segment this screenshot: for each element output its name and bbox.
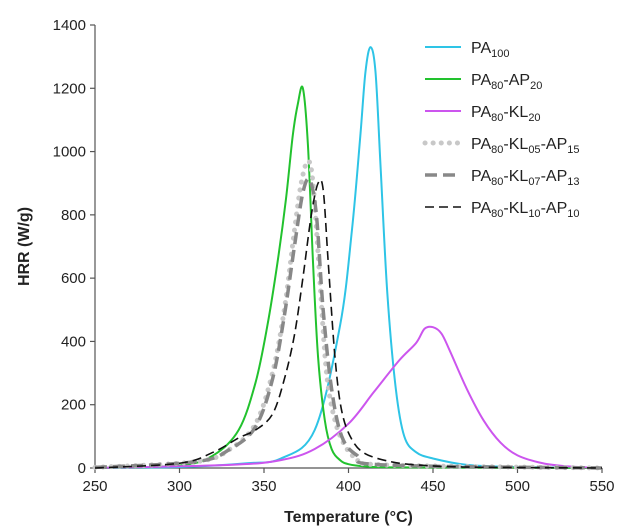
y-tick-label: 600 xyxy=(61,270,86,287)
series-line-5 xyxy=(94,177,603,470)
x-tick-label: 550 xyxy=(589,478,614,495)
legend-label: PA100 xyxy=(471,40,510,60)
legend-label-part: -KL xyxy=(503,136,528,153)
legend-label-part: PA xyxy=(471,168,491,185)
series-line-1 xyxy=(94,46,603,469)
legend-label-part: -AP xyxy=(541,200,568,217)
legend-label: PA80-AP20 xyxy=(471,72,542,92)
x-tick-label: 400 xyxy=(336,478,361,495)
legend-label-subscript: 13 xyxy=(567,176,579,188)
y-tick-label: 1400 xyxy=(53,17,86,34)
legend-label-part: -KL xyxy=(503,104,528,121)
series-layer xyxy=(92,46,605,471)
legend-label-part: -AP xyxy=(541,168,568,185)
y-tick-label: 1200 xyxy=(53,80,86,97)
legend-item: PA80-KL10-AP10 xyxy=(425,200,579,220)
legend-item: PA80-KL07-AP13 xyxy=(425,168,579,188)
legend-label-part: PA xyxy=(471,200,491,217)
legend-label-subscript: 10 xyxy=(567,208,579,220)
legend-label: PA80-KL20 xyxy=(471,104,541,124)
legend-label-subscript: 80 xyxy=(491,144,503,156)
legend-label-part: PA xyxy=(471,72,491,89)
y-tick-label: 200 xyxy=(61,397,86,414)
x-tick-label: 350 xyxy=(251,478,276,495)
legend-label-subscript: 20 xyxy=(528,112,540,124)
legend-label-subscript: 07 xyxy=(528,176,540,188)
legend-label-subscript: 05 xyxy=(528,144,540,156)
y-ticks: 0 200 400 600 800 1000 1200 1400 xyxy=(53,17,95,477)
legend-label-part: -KL xyxy=(503,200,528,217)
y-tick-label: 800 xyxy=(61,207,86,224)
axes xyxy=(94,25,602,469)
series-line-3 xyxy=(94,325,603,469)
legend-label-subscript: 15 xyxy=(567,144,579,156)
legend-item: PA80-KL05-AP15 xyxy=(422,136,579,156)
legend-label: PA80-KL05-AP15 xyxy=(471,136,579,156)
legend-label-part: PA xyxy=(471,40,491,57)
legend-item: PA80-KL20 xyxy=(425,104,541,124)
legend-label: PA80-KL10-AP10 xyxy=(471,200,579,220)
legend-label-subscript: 80 xyxy=(491,208,503,220)
legend-label-part: -AP xyxy=(503,72,530,89)
legend-label-subscript: 20 xyxy=(530,80,542,92)
series-line-6 xyxy=(94,179,603,469)
legend: PA100PA80-AP20PA80-KL20PA80-KL05-AP15PA8… xyxy=(422,40,579,220)
legend-label-subscript: 80 xyxy=(491,176,503,188)
legend-label-subscript: 80 xyxy=(491,112,503,124)
x-tick-label: 250 xyxy=(82,478,107,495)
x-tick-label: 500 xyxy=(505,478,530,495)
legend-label-part: PA xyxy=(471,136,491,153)
legend-label-part: -KL xyxy=(503,168,528,185)
legend-label-subscript: 80 xyxy=(491,80,503,92)
legend-label: PA80-KL07-AP13 xyxy=(471,168,579,188)
x-tick-label: 450 xyxy=(420,478,445,495)
y-tick-label: 0 xyxy=(78,460,86,477)
x-axis-title: Temperature (°C) xyxy=(284,509,413,526)
y-tick-label: 400 xyxy=(61,333,86,350)
legend-item: PA80-AP20 xyxy=(425,72,542,92)
legend-label-subscript: 100 xyxy=(491,48,509,60)
series-line-2 xyxy=(94,85,603,469)
x-tick-label: 300 xyxy=(167,478,192,495)
legend-item: PA100 xyxy=(425,40,510,60)
x-ticks: 250 300 350 400 450 500 550 xyxy=(82,468,615,495)
y-axis-title: HRR (W/g) xyxy=(16,207,33,286)
legend-label-part: PA xyxy=(471,104,491,121)
legend-label-part: -AP xyxy=(541,136,568,153)
legend-label-subscript: 10 xyxy=(528,208,540,220)
y-tick-label: 1000 xyxy=(53,144,86,161)
